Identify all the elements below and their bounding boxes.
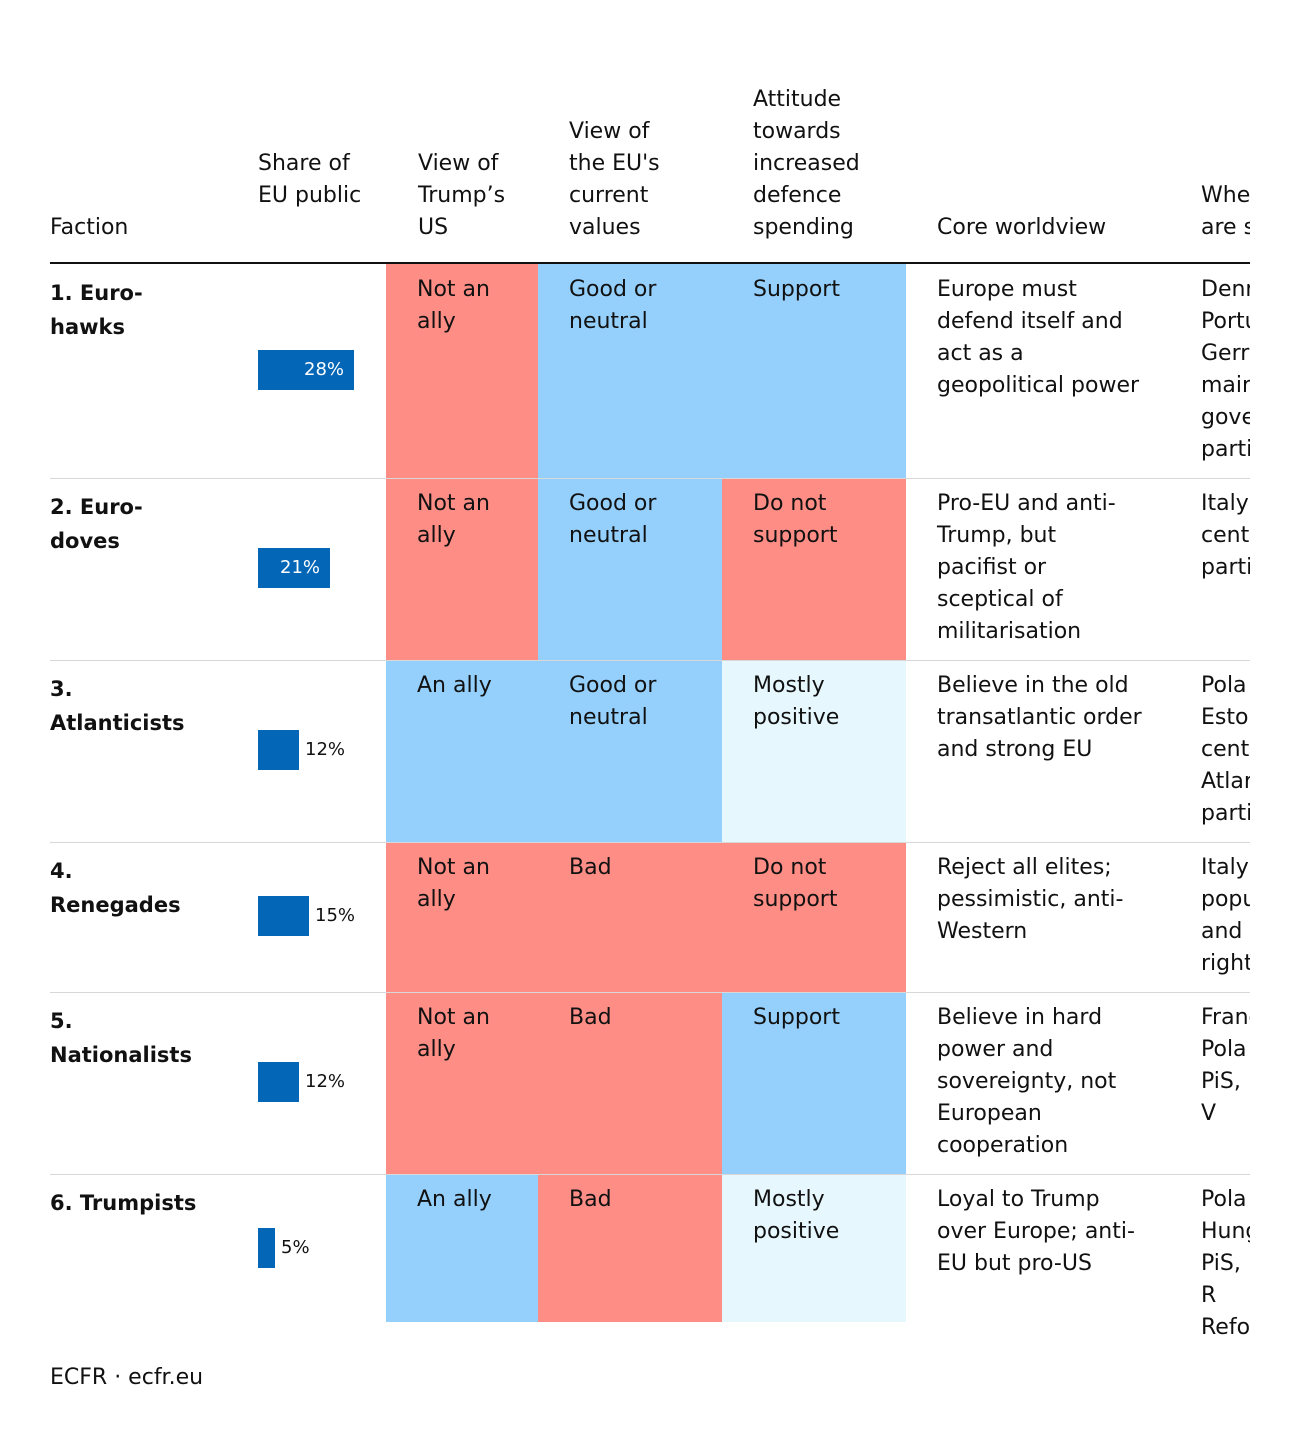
share-label: 21% — [280, 557, 321, 578]
cell-defence: Support — [722, 992, 906, 1174]
header-rule — [50, 262, 1250, 264]
row-divider — [50, 478, 1250, 479]
where-text: Italy, centr parti — [1201, 491, 1250, 580]
header-trump: View of Trump’s US — [418, 151, 506, 240]
header-where: Where are s — [1201, 183, 1250, 240]
header-values: View of the EU's current values — [569, 119, 660, 240]
table-row: Not an ally Bad Support 5. Nationalists Beli… — [0, 992, 1250, 1174]
row-divider — [50, 660, 1250, 661]
cell-trump: An ally — [386, 660, 538, 842]
header-faction: Faction — [50, 215, 129, 240]
table-row: Not an ally Good or neutral Support 1. Euro… — [0, 264, 1250, 478]
table-row: An ally Bad Mostly positive 6. Trumpists Loy… — [0, 1174, 1250, 1340]
where-text: Denr Portu Gerr mair gove parti — [1201, 277, 1250, 462]
where-text: Franc Pola PiS, V — [1201, 1005, 1250, 1126]
core-worldview: Reject all elites; pessimistic, anti-Wes… — [937, 855, 1124, 944]
cell-defence: Support — [722, 264, 906, 478]
core-worldview: Europe must defend itself and act as a g… — [937, 277, 1140, 398]
cell-values: Good or neutral — [538, 264, 722, 478]
row-divider — [50, 842, 1250, 843]
cell-trump: Not an ally — [386, 992, 538, 1174]
cell-trump: An ally — [386, 1174, 538, 1322]
share-label: 28% — [304, 359, 345, 380]
faction-name: 2. Euro-doves — [50, 495, 143, 553]
core-worldview: Loyal to Trump over Europe; anti-EU but … — [937, 1187, 1135, 1276]
share-bar — [258, 548, 330, 588]
cell-trump: Not an ally — [386, 478, 538, 660]
faction-name: 1. Euro-hawks — [50, 281, 143, 339]
share-bar — [258, 730, 299, 770]
header-worldview: Core worldview — [937, 215, 1107, 240]
table-row: Not an ally Good or neutral Do not support… — [0, 478, 1250, 660]
faction-name: 3. Atlanticists — [50, 677, 185, 735]
where-text: Pola Hung PiS, R Refo — [1201, 1187, 1250, 1340]
where-text: Italy, popu and right — [1201, 855, 1250, 976]
header-defence: Attitude towards increased defence spend… — [753, 87, 860, 240]
cell-defence: Do not support — [722, 842, 906, 992]
cell-values: Bad — [538, 1174, 722, 1322]
share-bar — [258, 1062, 299, 1102]
cell-values: Good or neutral — [538, 660, 722, 842]
header-share: Share of EU public — [258, 151, 362, 208]
cell-values: Bad — [538, 842, 722, 992]
cell-values: Good or neutral — [538, 478, 722, 660]
row-divider — [50, 1174, 1250, 1175]
cell-defence: Mostly positive — [722, 1174, 906, 1322]
faction-table: Faction Share of EU public View of Trump… — [0, 87, 1250, 1340]
share-bar — [258, 350, 354, 390]
faction-name: 6. Trumpists — [50, 1191, 197, 1215]
cell-defence: Mostly positive — [722, 660, 906, 842]
faction-name: 4. Renegades — [50, 859, 181, 917]
cell-trump: Not an ally — [386, 264, 538, 478]
share-bar — [258, 1228, 275, 1268]
share-label: 12% — [305, 1071, 346, 1092]
table-row: Not an ally Bad Do not support 4. Renegades… — [0, 842, 1250, 992]
faction-name: 5. Nationalists — [50, 1009, 192, 1067]
share-label: 12% — [305, 739, 346, 760]
share-label: 5% — [281, 1237, 310, 1258]
share-label: 15% — [315, 905, 356, 926]
core-worldview: Believe in hard power and sovereignty, n… — [937, 1005, 1117, 1158]
core-worldview: Pro-EU and anti-Trump, but pacifist or s… — [937, 491, 1116, 644]
cell-trump: Not an ally — [386, 842, 538, 992]
core-worldview: Believe in the old transatlantic order a… — [937, 673, 1142, 762]
table-row: An ally Good or neutral Mostly positive 3. … — [0, 660, 1250, 842]
cell-defence: Do not support — [722, 478, 906, 660]
cell-values: Bad — [538, 992, 722, 1174]
where-text: Pola Estor centr Atlar parti — [1201, 673, 1250, 826]
share-bar — [258, 896, 309, 936]
row-divider — [50, 992, 1250, 993]
source-credit: ECFR · ecfr.eu — [50, 1365, 204, 1390]
